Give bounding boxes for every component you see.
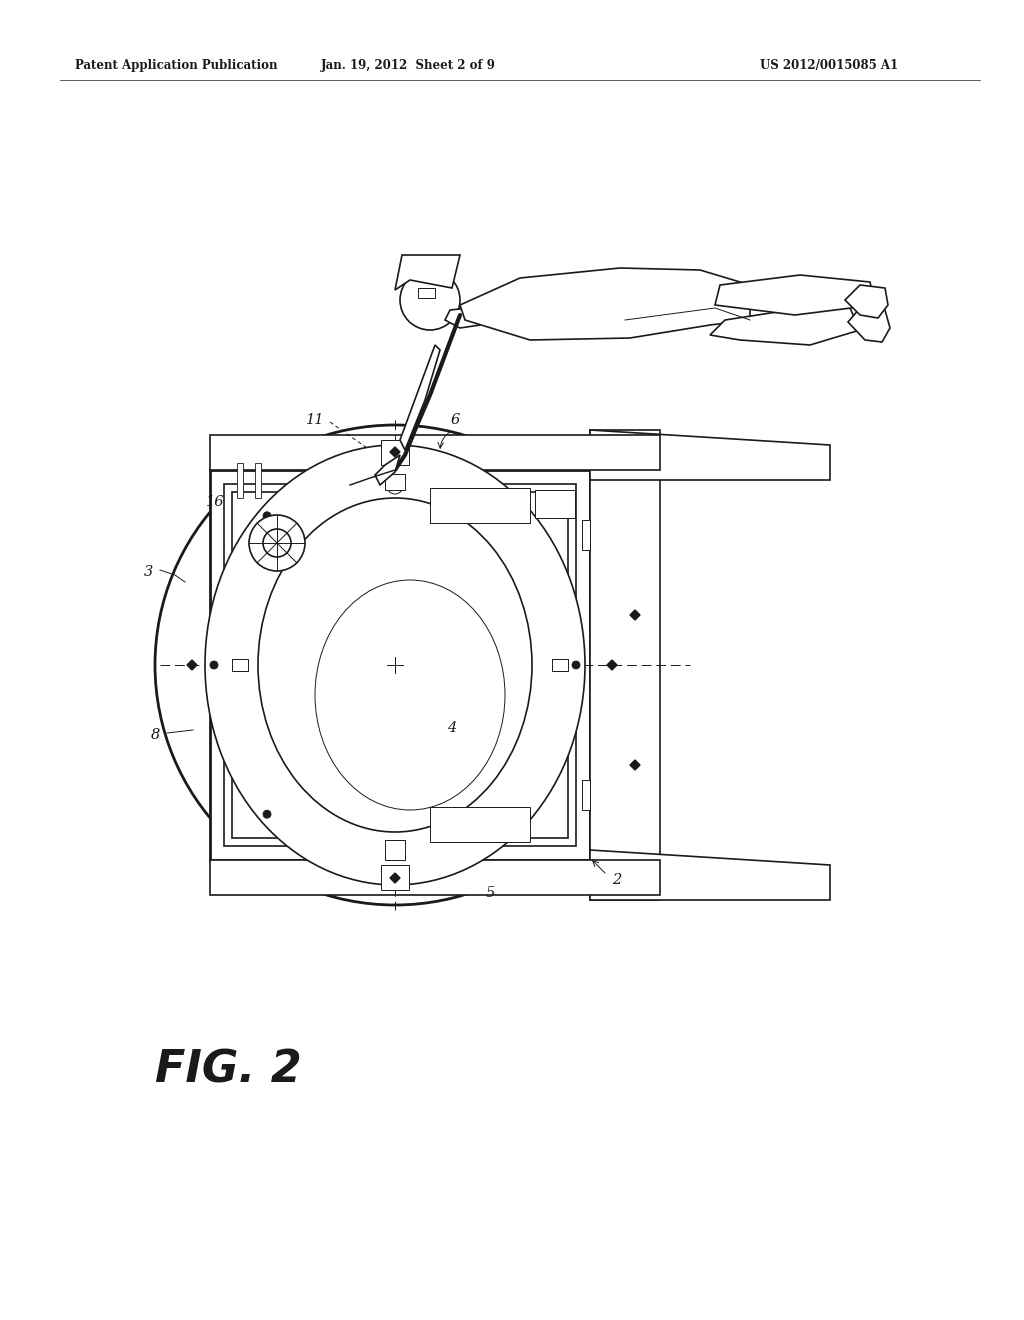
Bar [210, 861, 660, 895]
Bar [552, 659, 568, 671]
Polygon shape [710, 308, 860, 345]
Text: 16: 16 [206, 495, 224, 510]
Circle shape [519, 810, 527, 818]
Circle shape [391, 450, 399, 458]
Bar [385, 840, 406, 861]
Bar [381, 440, 409, 465]
Bar [237, 463, 243, 498]
Ellipse shape [240, 480, 550, 850]
Circle shape [263, 810, 271, 818]
Bar [210, 470, 590, 861]
Circle shape [391, 873, 399, 880]
Text: FIG. 2: FIG. 2 [155, 1048, 302, 1092]
Text: 3: 3 [143, 565, 153, 579]
Bar [224, 484, 575, 846]
Polygon shape [715, 275, 874, 315]
Text: 11: 11 [306, 413, 325, 426]
Polygon shape [445, 308, 480, 327]
Text: 6: 6 [451, 413, 460, 426]
Polygon shape [390, 873, 400, 883]
Text: Jan. 19, 2012  Sheet 2 of 9: Jan. 19, 2012 Sheet 2 of 9 [321, 58, 496, 71]
Polygon shape [845, 285, 888, 318]
Circle shape [155, 425, 635, 906]
Ellipse shape [222, 462, 568, 869]
Bar [255, 463, 261, 498]
Polygon shape [607, 660, 617, 671]
Text: Patent Application Publication: Patent Application Publication [75, 58, 278, 71]
Polygon shape [400, 345, 440, 450]
Polygon shape [848, 308, 890, 342]
Circle shape [210, 661, 218, 669]
Bar [210, 436, 660, 470]
Text: 2: 2 [612, 873, 622, 887]
Polygon shape [390, 447, 400, 457]
Bar [381, 865, 409, 890]
Circle shape [400, 271, 460, 330]
Circle shape [519, 512, 527, 520]
Circle shape [249, 515, 305, 572]
Circle shape [572, 661, 580, 669]
Circle shape [387, 478, 403, 494]
Polygon shape [395, 255, 460, 290]
Bar [430, 807, 530, 842]
Bar [232, 492, 568, 838]
Bar [385, 474, 406, 490]
Bar [582, 520, 590, 550]
Polygon shape [187, 660, 197, 671]
Text: 4: 4 [447, 721, 457, 735]
Polygon shape [460, 268, 750, 341]
Polygon shape [630, 610, 640, 620]
Bar [430, 488, 530, 523]
Bar [535, 490, 575, 517]
Polygon shape [590, 430, 830, 480]
Circle shape [263, 529, 291, 557]
Circle shape [263, 512, 271, 520]
Text: 8: 8 [151, 729, 160, 742]
Text: US 2012/0015085 A1: US 2012/0015085 A1 [760, 58, 898, 71]
Text: 5: 5 [485, 886, 495, 900]
Polygon shape [375, 455, 400, 484]
Ellipse shape [205, 445, 585, 884]
Polygon shape [418, 288, 435, 298]
Polygon shape [630, 760, 640, 770]
Polygon shape [590, 850, 830, 900]
Bar [232, 659, 248, 671]
Bar [582, 780, 590, 810]
Ellipse shape [258, 498, 532, 832]
Bar [590, 430, 660, 900]
